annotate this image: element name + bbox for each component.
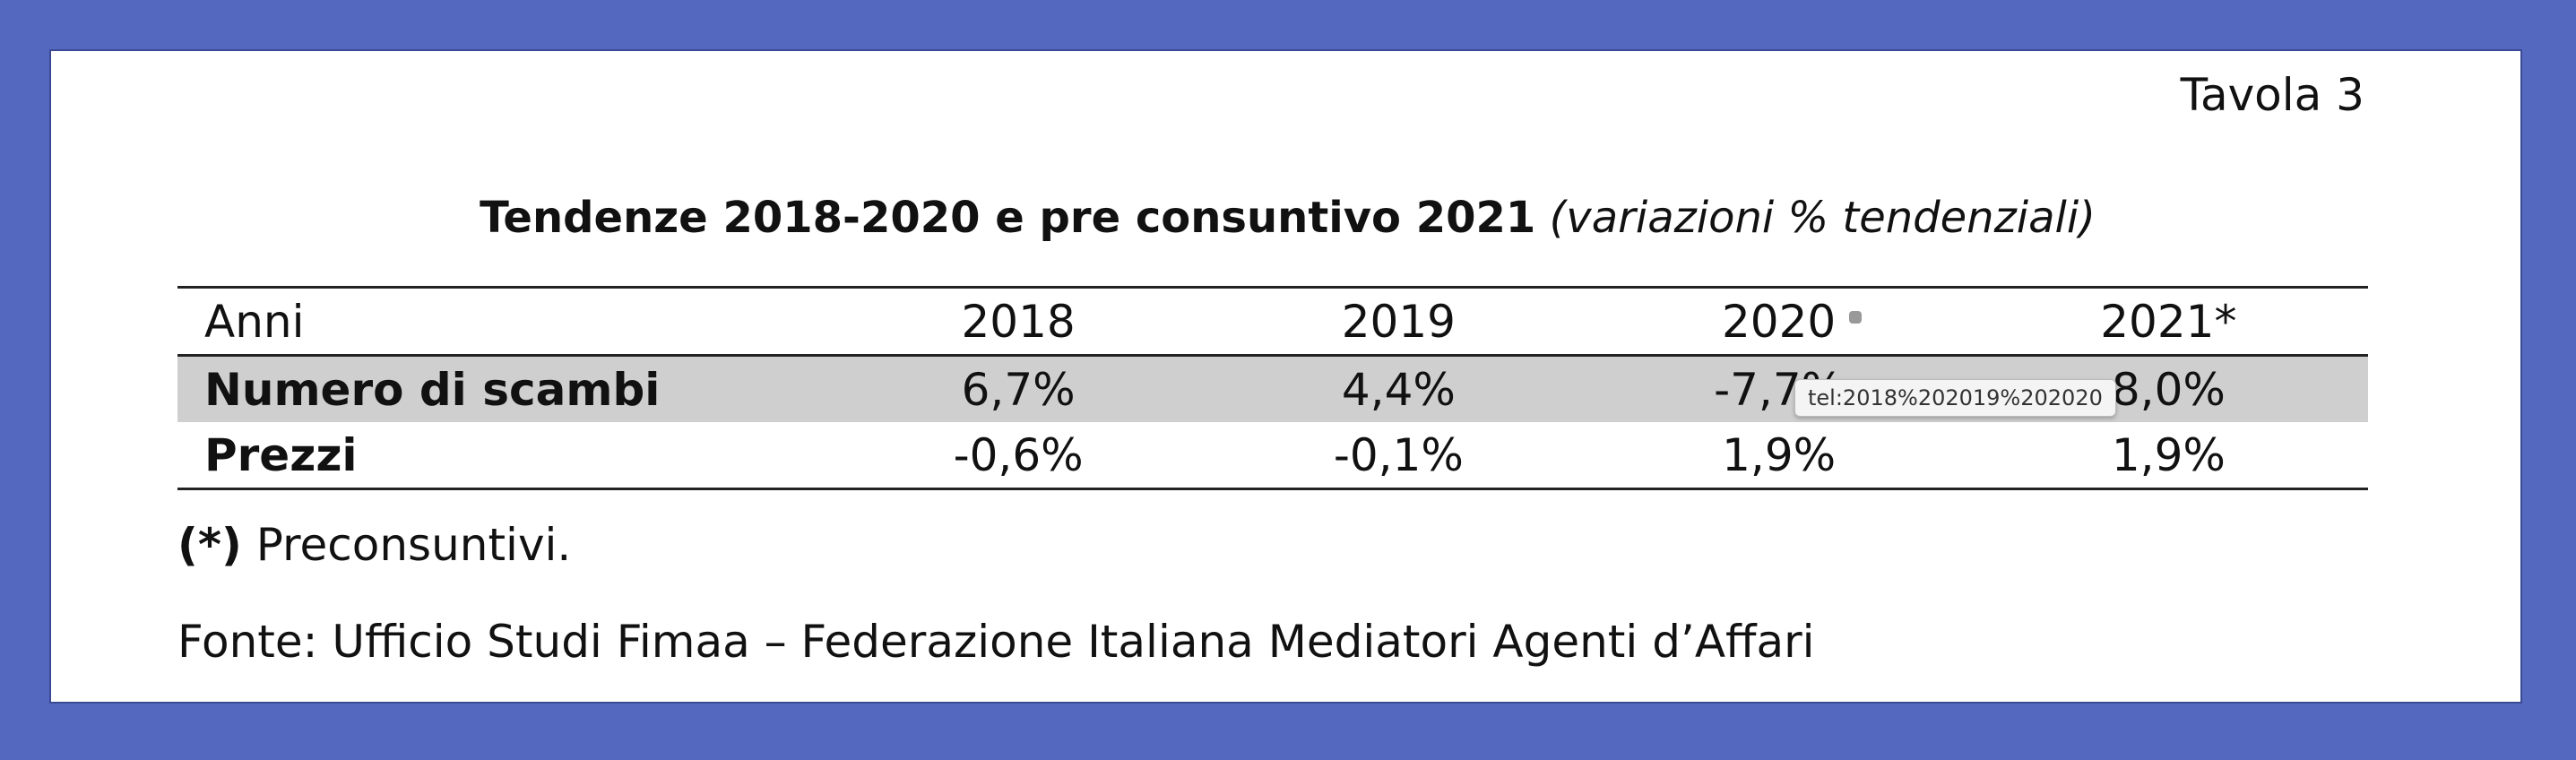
source-note: Fonte: Ufficio Studi Fimaa – Federazione…	[177, 616, 1815, 668]
table-row: Prezzi -0,6% -0,1% 1,9% 1,9%	[177, 422, 2368, 490]
row-label: Prezzi	[177, 422, 828, 490]
data-table: Anni 2018 2019 2020 2021* Numero di scambi 6,7…	[177, 286, 2368, 490]
document-panel: Tavola 3 Tendenze 2018-2020 e pre consun…	[49, 49, 2522, 704]
footnote: (*) Preconsuntivi.	[177, 519, 571, 571]
row-label: Numero di scambi	[177, 355, 828, 422]
value-cell: -0,1%	[1208, 422, 1589, 490]
table-row: Numero di scambi 6,7% 4,4% -7,7% 8,0%	[177, 355, 2368, 422]
table-number: Tavola 3	[2180, 69, 2364, 121]
header-cell: 2019	[1208, 286, 1589, 357]
header-cell: Anni	[177, 286, 828, 357]
link-tooltip: tel:2018%202019%202020	[1794, 379, 2116, 417]
value-cell: 4,4%	[1208, 355, 1589, 422]
header-cell: 2018	[828, 286, 1209, 357]
title-note: (variazioni % tendenziali)	[1549, 193, 2096, 243]
title-main: Tendenze 2018-2020 e pre consuntivo 2021	[480, 193, 1536, 243]
footnote-text: Preconsuntivi.	[255, 519, 572, 571]
value-cell: 6,7%	[828, 355, 1209, 422]
header-cell: 2021*	[1968, 286, 2368, 357]
header-cell: 2020	[1588, 286, 1969, 357]
value-cell: 1,9%	[1588, 422, 1969, 490]
table-title: Tendenze 2018-2020 e pre consuntivo 2021…	[51, 193, 2524, 243]
link-icon[interactable]	[1849, 311, 1862, 324]
header-row: Anni 2018 2019 2020 2021*	[177, 286, 2368, 357]
value-cell: -0,6%	[828, 422, 1209, 490]
footnote-mark: (*)	[177, 519, 242, 571]
value-cell: 1,9%	[1968, 422, 2368, 490]
